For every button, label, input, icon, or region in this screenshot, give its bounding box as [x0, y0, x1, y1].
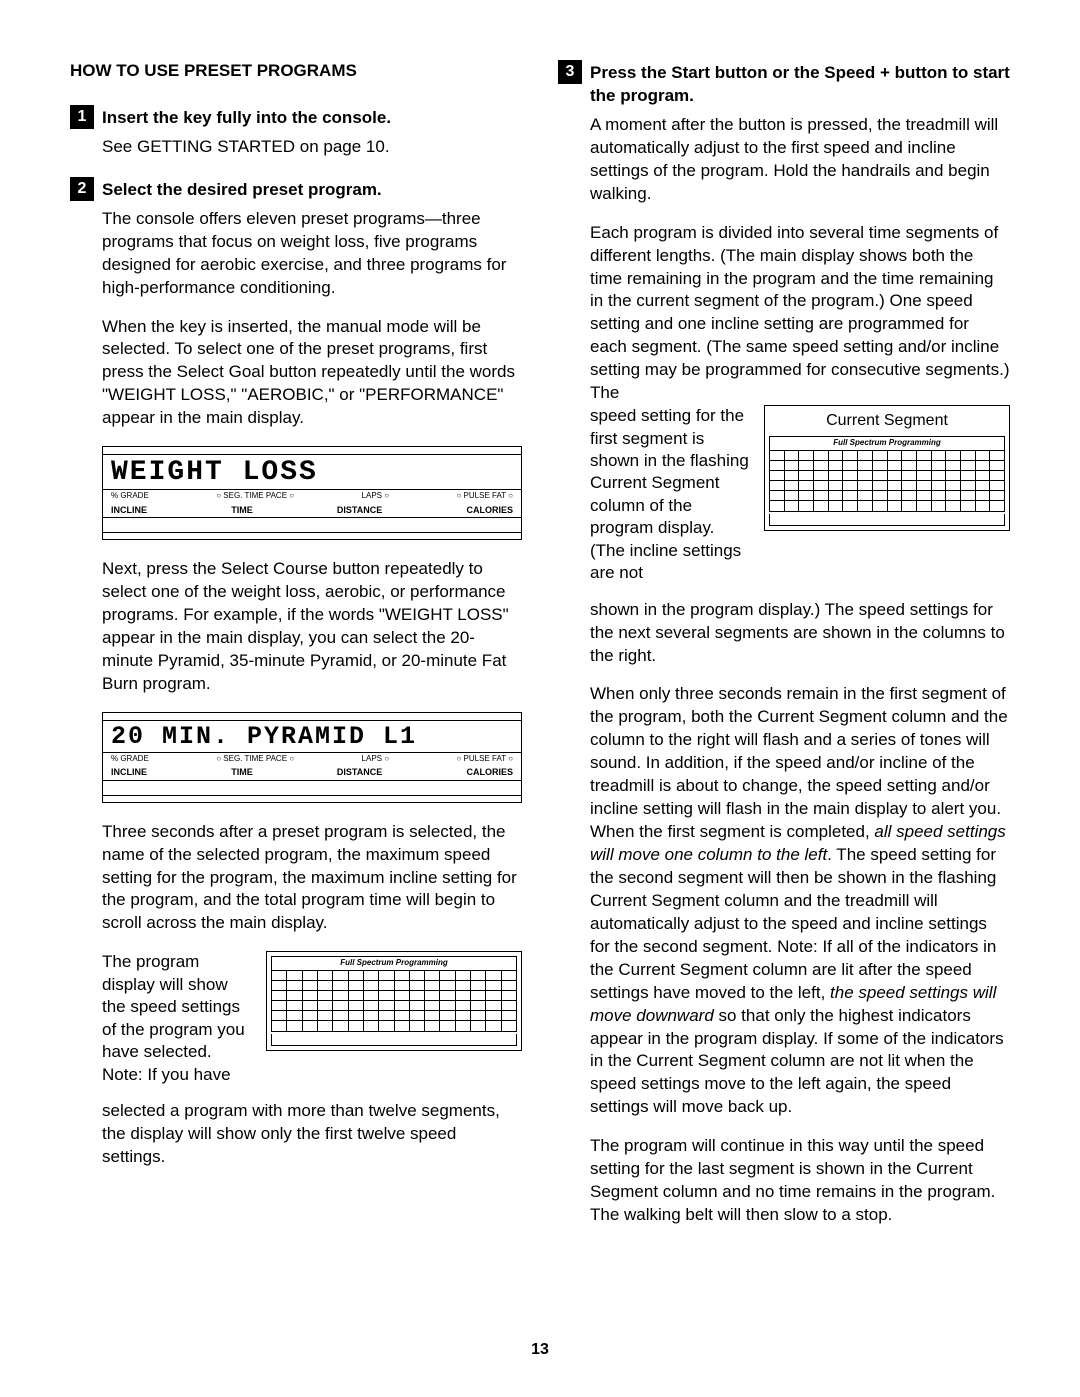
step-3-para-3: When only three seconds remain in the fi… — [590, 683, 1010, 1119]
step-number-3: 3 — [558, 60, 582, 84]
section-title: HOW TO USE PRESET PROGRAMS — [70, 60, 522, 83]
step-2-para-3: Next, press the Select Course button rep… — [102, 558, 522, 696]
program-sub-left: Full Spectrum Programming — [271, 956, 517, 970]
page-number: 13 — [531, 1341, 549, 1359]
lcd-label: LAPS ○ — [362, 754, 390, 765]
lcd-label: ○ PULSE FAT ○ — [457, 754, 514, 765]
step-3-para-1: A moment after the button is pressed, th… — [590, 114, 1010, 206]
lcd-label: INCLINE — [111, 766, 147, 778]
step-2-para-4: Three seconds after a preset program is … — [102, 821, 522, 936]
step-3-para-4: The program will continue in this way un… — [590, 1135, 1010, 1227]
lcd-2-text: 20 MIN. PYRAMID L1 — [103, 723, 521, 753]
lcd-label: ○ PULSE FAT ○ — [457, 491, 514, 502]
program-display-right: Current Segment Full Spectrum Programmin… — [764, 405, 1010, 530]
step-number-2: 2 — [70, 177, 94, 201]
lcd-display-weight-loss: WEIGHT LOSS % GRADE ○ SEG. TIME PACE ○ L… — [102, 446, 522, 540]
lcd-label: TIME — [231, 766, 253, 778]
program-side-text: The program display will show the speed … — [102, 951, 252, 1086]
lcd-1-text: WEIGHT LOSS — [103, 457, 521, 490]
lcd-label: ○ SEG. TIME PACE ○ — [216, 754, 294, 765]
left-column: HOW TO USE PRESET PROGRAMS 1 Insert the … — [70, 60, 522, 1245]
step-number-1: 1 — [70, 105, 94, 129]
step-3-title: Press the Start button or the Speed + bu… — [590, 60, 1010, 108]
right-column: 3 Press the Start button or the Speed + … — [558, 60, 1010, 1245]
lcd-display-pyramid: 20 MIN. PYRAMID L1 % GRADE ○ SEG. TIME P… — [102, 712, 522, 803]
step-3: 3 Press the Start button or the Speed + … — [558, 60, 1010, 1227]
lcd-label: ○ SEG. TIME PACE ○ — [216, 491, 294, 502]
lcd-label: CALORIES — [466, 504, 513, 516]
lcd-label: TIME — [231, 504, 253, 516]
lcd-label: % GRADE — [111, 754, 149, 765]
lcd-label: % GRADE — [111, 491, 149, 502]
step-2: 2 Select the desired preset program. The… — [70, 177, 522, 1169]
step-1: 1 Insert the key fully into the console.… — [70, 105, 522, 159]
step-2-para-5: selected a program with more than twelve… — [102, 1100, 522, 1169]
lcd-label: LAPS ○ — [362, 491, 390, 502]
lcd-label: CALORIES — [466, 766, 513, 778]
segment-sub: Full Spectrum Programming — [769, 436, 1005, 450]
step-3-para-2a: Each program is divided into several tim… — [590, 222, 1010, 406]
lcd-label: DISTANCE — [337, 766, 382, 778]
step-2-para-1: The console offers eleven preset program… — [102, 208, 522, 300]
program-display-left: Full Spectrum Programming — [266, 951, 522, 1051]
segment-side-text: speed setting for the first segment is s… — [590, 405, 750, 585]
step-1-title: Insert the key fully into the console. — [102, 105, 391, 130]
step-1-body: See GETTING STARTED on page 10. — [102, 136, 522, 159]
segment-title: Current Segment — [769, 410, 1005, 432]
step-2-para-2: When the key is inserted, the manual mod… — [102, 316, 522, 431]
step-3-para-2b: shown in the program display.) The speed… — [590, 599, 1010, 668]
lcd-label: DISTANCE — [337, 504, 382, 516]
lcd-label: INCLINE — [111, 504, 147, 516]
step-2-title: Select the desired preset program. — [102, 177, 382, 202]
